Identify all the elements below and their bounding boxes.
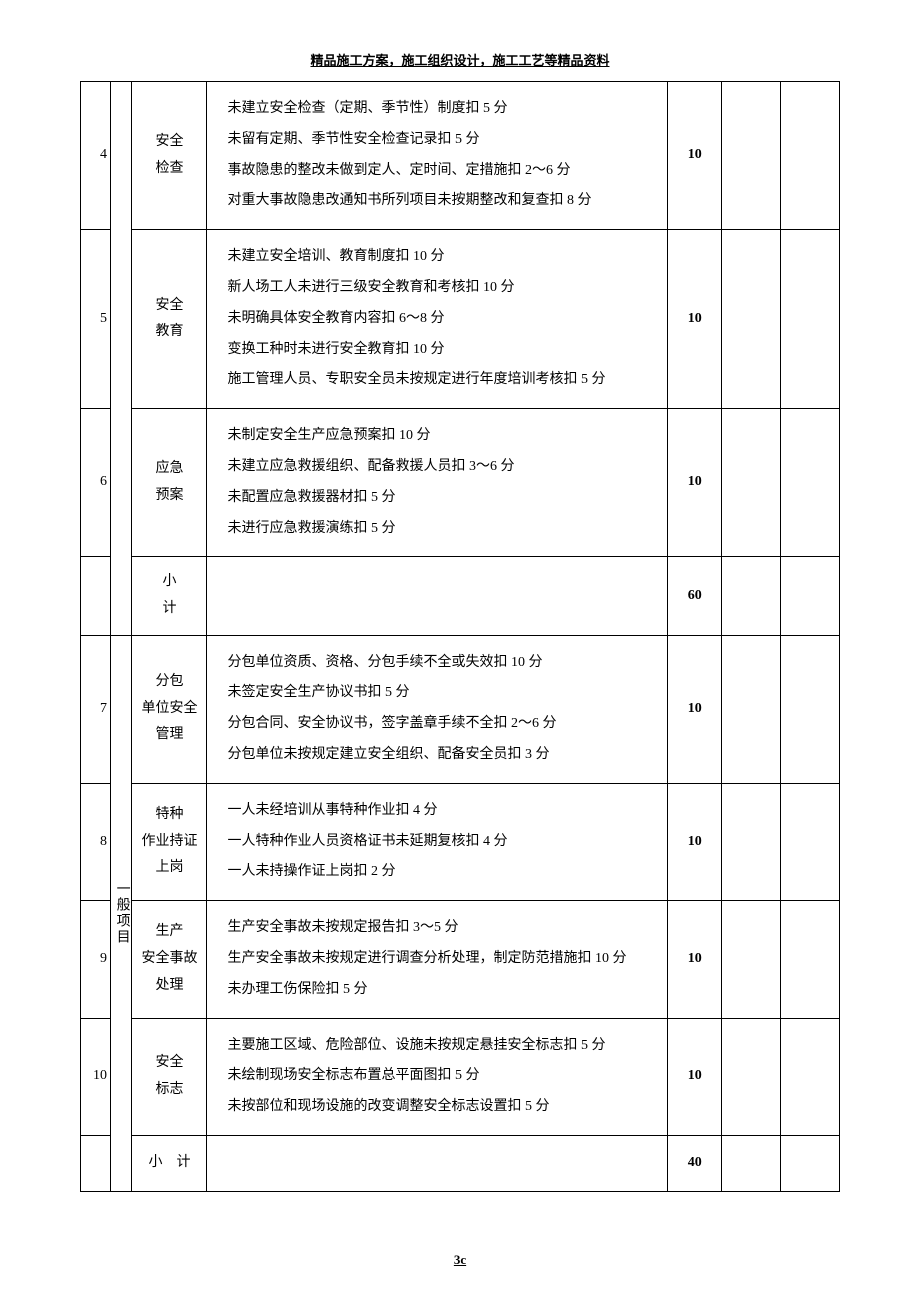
item-name: 安全教育 xyxy=(132,230,207,409)
empty-cell xyxy=(781,1135,840,1191)
name-text: 应急预案 xyxy=(155,461,183,503)
page-header: 精品施工方案，施工组织设计，施工工艺等精品资料 xyxy=(80,50,840,69)
empty-cell xyxy=(781,1018,840,1135)
name-text: 安全标志 xyxy=(155,1055,183,1097)
item-score: 10 xyxy=(668,1018,722,1135)
subtotal-content xyxy=(207,557,668,635)
row-index: 4 xyxy=(81,82,111,230)
row-index: 10 xyxy=(81,1018,111,1135)
empty-cell xyxy=(722,82,781,230)
name-text: 生产安全事故处理 xyxy=(141,924,197,992)
empty-cell xyxy=(781,901,840,1018)
item-content: 一人未经培训从事特种作业扣 4 分一人特种作业人员资格证书未延期复核扣 4 分一… xyxy=(207,783,668,900)
group-cell xyxy=(111,82,132,636)
item-content: 主要施工区域、危险部位、设施未按规定悬挂安全标志扣 5 分未绘制现场安全标志布置… xyxy=(207,1018,668,1135)
subtotal-score: 60 xyxy=(668,557,722,635)
empty-cell xyxy=(781,409,840,557)
item-content: 未建立安全检查（定期、季节性）制度扣 5 分未留有定期、季节性安全检查记录扣 5… xyxy=(207,82,668,230)
checklist-table: 4 安全检查 未建立安全检查（定期、季节性）制度扣 5 分未留有定期、季节性安全… xyxy=(80,81,840,1192)
name-text: 安全教育 xyxy=(155,298,183,340)
row-index xyxy=(81,1135,111,1191)
row-index: 5 xyxy=(81,230,111,409)
item-score: 10 xyxy=(668,409,722,557)
empty-cell xyxy=(781,635,840,783)
subtotal-row: 小计 60 xyxy=(81,557,840,635)
empty-cell xyxy=(781,82,840,230)
empty-cell xyxy=(781,783,840,900)
subtotal-content xyxy=(207,1135,668,1191)
empty-cell xyxy=(722,783,781,900)
table-row: 4 安全检查 未建立安全检查（定期、季节性）制度扣 5 分未留有定期、季节性安全… xyxy=(81,82,840,230)
empty-cell xyxy=(722,635,781,783)
subtotal-score: 40 xyxy=(668,1135,722,1191)
row-index xyxy=(81,557,111,635)
empty-cell xyxy=(722,409,781,557)
empty-cell xyxy=(722,1018,781,1135)
name-text: 特种作业持证上岗 xyxy=(141,807,197,875)
empty-cell xyxy=(781,557,840,635)
table-row: 6 应急预案 未制定安全生产应急预案扣 10 分未建立应急救援组织、配备救援人员… xyxy=(81,409,840,557)
item-content: 生产安全事故未按规定报告扣 3～5 分生产安全事故未按规定进行调查分析处理，制定… xyxy=(207,901,668,1018)
item-score: 10 xyxy=(668,230,722,409)
item-name: 安全检查 xyxy=(132,82,207,230)
item-score: 10 xyxy=(668,82,722,230)
item-score: 10 xyxy=(668,901,722,1018)
name-text: 小计 xyxy=(162,574,176,616)
item-name: 安全标志 xyxy=(132,1018,207,1135)
row-index: 6 xyxy=(81,409,111,557)
item-score: 10 xyxy=(668,783,722,900)
item-score: 10 xyxy=(668,635,722,783)
item-name: 分包单位安全管理 xyxy=(132,635,207,783)
subtotal-label: 小 计 xyxy=(132,1135,207,1191)
item-name: 应急预案 xyxy=(132,409,207,557)
subtotal-label: 小计 xyxy=(132,557,207,635)
item-name: 生产安全事故处理 xyxy=(132,901,207,1018)
table-row: 8 特种作业持证上岗 一人未经培训从事特种作业扣 4 分一人特种作业人员资格证书… xyxy=(81,783,840,900)
table-row: 5 安全教育 未建立安全培训、教育制度扣 10 分新人场工人未进行三级安全教育和… xyxy=(81,230,840,409)
item-content: 未建立安全培训、教育制度扣 10 分新人场工人未进行三级安全教育和考核扣 10 … xyxy=(207,230,668,409)
item-name: 特种作业持证上岗 xyxy=(132,783,207,900)
name-text: 分包单位安全管理 xyxy=(141,674,197,742)
name-text: 安全检查 xyxy=(155,134,183,176)
subtotal-row: 小 计 40 xyxy=(81,1135,840,1191)
empty-cell xyxy=(722,230,781,409)
item-content: 分包单位资质、资格、分包手续不全或失效扣 10 分未签定安全生产协议书扣 5 分… xyxy=(207,635,668,783)
table-row: 7 一般项目 分包单位安全管理 分包单位资质、资格、分包手续不全或失效扣 10 … xyxy=(81,635,840,783)
empty-cell xyxy=(722,1135,781,1191)
empty-cell xyxy=(781,230,840,409)
row-index: 7 xyxy=(81,635,111,783)
table-row: 9 生产安全事故处理 生产安全事故未按规定报告扣 3～5 分生产安全事故未按规定… xyxy=(81,901,840,1018)
empty-cell xyxy=(722,557,781,635)
page-footer: 3c xyxy=(80,1252,840,1268)
table-row: 10 安全标志 主要施工区域、危险部位、设施未按规定悬挂安全标志扣 5 分未绘制… xyxy=(81,1018,840,1135)
item-content: 未制定安全生产应急预案扣 10 分未建立应急救援组织、配备救援人员扣 3～6 分… xyxy=(207,409,668,557)
empty-cell xyxy=(722,901,781,1018)
group-label: 一般项目 xyxy=(111,635,132,1191)
